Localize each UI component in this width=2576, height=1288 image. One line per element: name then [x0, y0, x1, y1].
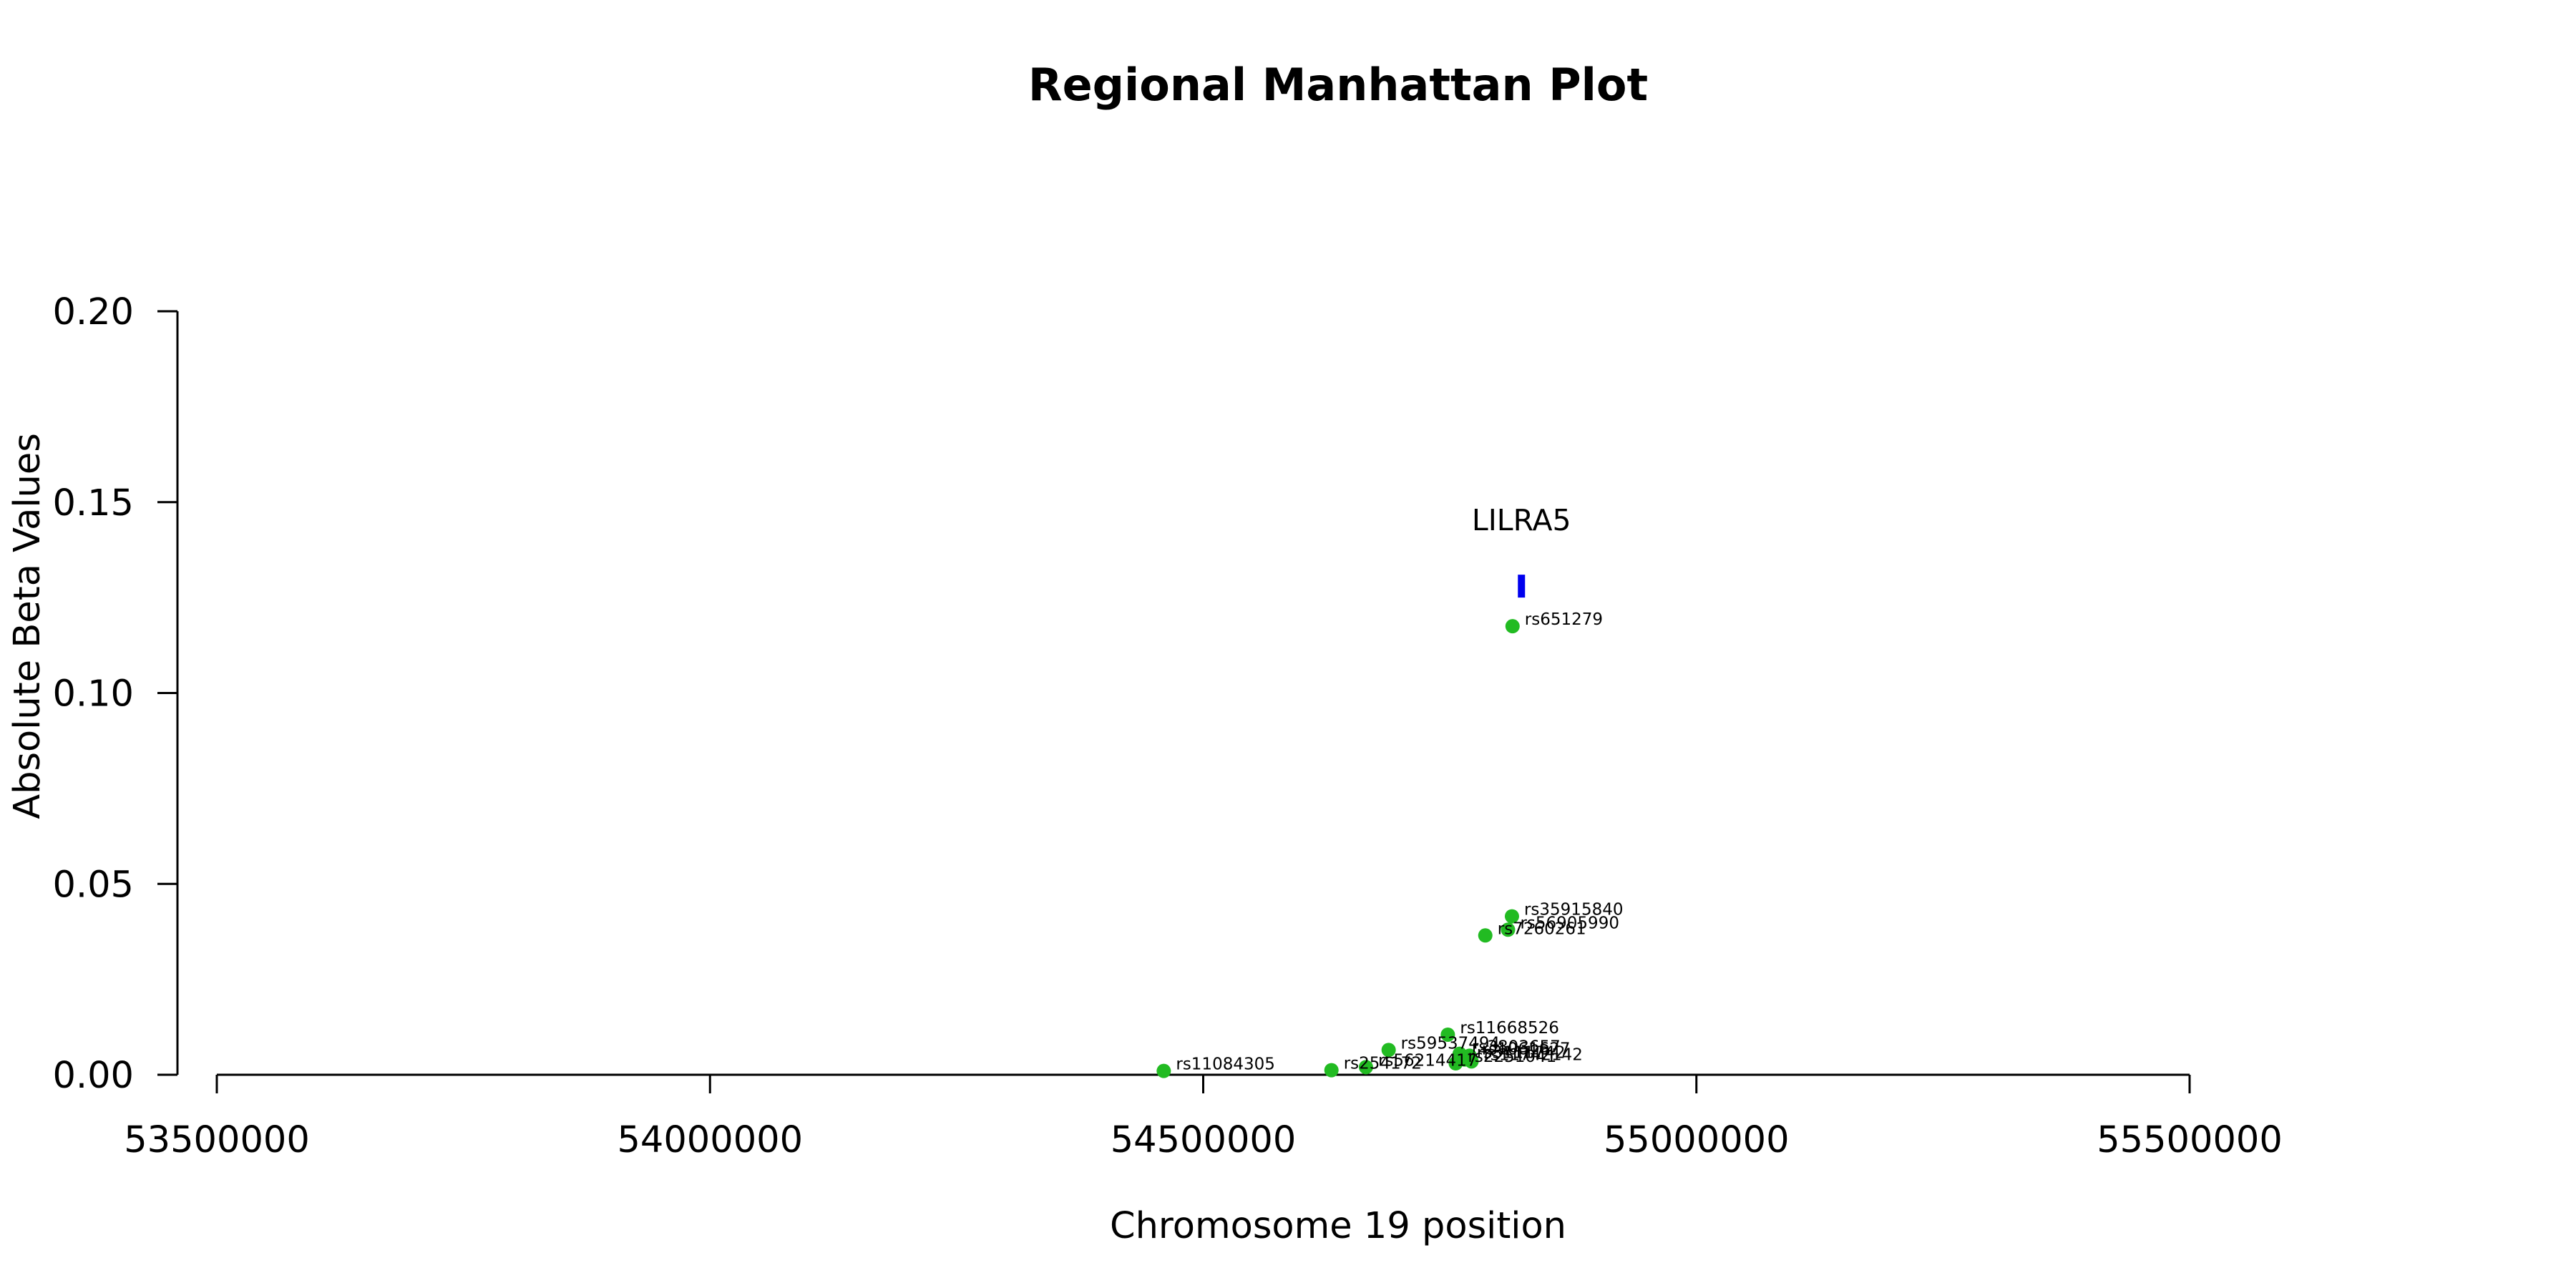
gene-bar — [1518, 575, 1526, 598]
y-tick-label: 0.10 — [52, 673, 134, 716]
gene-label: LILRA5 — [1472, 503, 1571, 537]
x-tick-label: 53500000 — [124, 1119, 310, 1161]
y-axis-label: Absolute Beta Values — [6, 433, 49, 819]
point-label: rs3111742 — [1477, 1044, 1566, 1063]
data-point — [1478, 928, 1493, 943]
data-point — [1448, 1055, 1463, 1070]
data-point — [1324, 1063, 1339, 1078]
point-label: rs56214417 — [1378, 1051, 1478, 1070]
data-point — [1156, 1063, 1171, 1078]
data-point — [1505, 619, 1520, 634]
data-points — [1156, 619, 1520, 1078]
point-label: rs3803657 — [1472, 1038, 1561, 1057]
y-tick-label: 0.15 — [52, 482, 134, 525]
x-tick-label: 55000000 — [1604, 1119, 1790, 1161]
y-tick-label: 0.00 — [52, 1055, 134, 1097]
axes: 53500000 54000000 54500000 55000000 55500000… — [52, 291, 2282, 1161]
point-label: rs59537494 — [1401, 1034, 1501, 1053]
point-label: rs254172 — [1344, 1055, 1422, 1073]
data-point — [1501, 922, 1516, 937]
data-point — [1464, 1054, 1479, 1069]
point-label: rs11742142 — [1483, 1045, 1583, 1064]
data-point — [1504, 909, 1519, 924]
point-label: rs11668526 — [1460, 1019, 1559, 1038]
x-tick-label: 54500000 — [1111, 1119, 1297, 1161]
point-label: rs2251041 — [1468, 1048, 1556, 1066]
data-point — [1381, 1043, 1396, 1058]
x-axis-label: Chromosome 19 position — [1110, 1205, 1566, 1247]
data-point — [1358, 1060, 1373, 1075]
y-tick-label: 0.20 — [52, 291, 134, 333]
data-point — [1440, 1027, 1455, 1042]
point-label: rs651279 — [1525, 610, 1603, 629]
point-label: rs35915840 — [1524, 901, 1624, 919]
x-tick-label: 55500000 — [2097, 1119, 2283, 1161]
point-label: rs1061627 — [1482, 1040, 1571, 1058]
gene-annotations: LILRA5 — [1472, 503, 1571, 598]
chart-title: Regional Manhattan Plot — [1028, 59, 1648, 111]
point-label: rs7260261 — [1498, 919, 1586, 938]
x-tick-label: 54000000 — [617, 1119, 803, 1161]
y-tick-label: 0.05 — [52, 864, 134, 906]
point-label: rs11084305 — [1176, 1055, 1275, 1074]
point-label: rs56905990 — [1520, 914, 1619, 932]
